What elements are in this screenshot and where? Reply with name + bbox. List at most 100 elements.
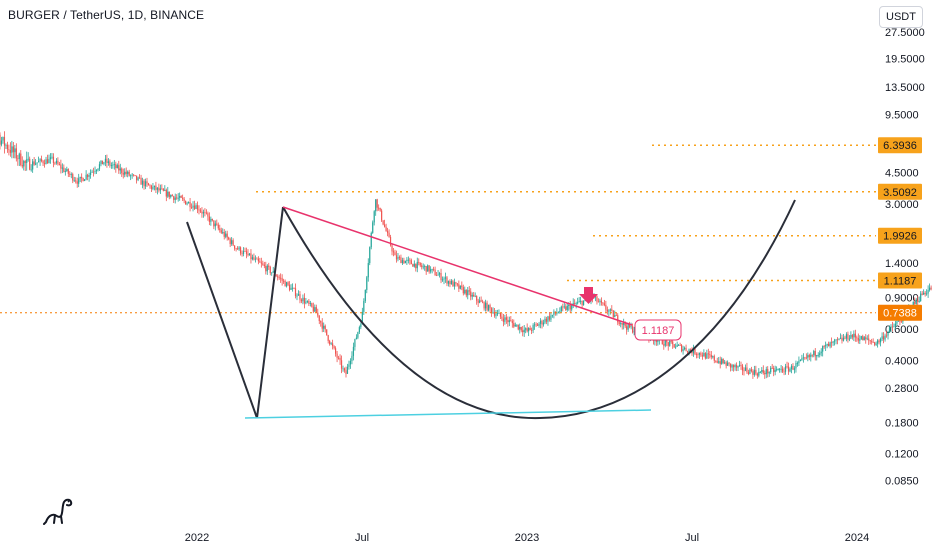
candle-body <box>40 158 43 162</box>
candle-body <box>51 156 53 158</box>
candle-body <box>20 153 22 165</box>
candle-body <box>689 349 692 351</box>
candle-body <box>446 277 448 284</box>
candle-body <box>927 289 929 294</box>
candle-body <box>633 331 635 333</box>
candle-body <box>260 262 262 264</box>
candle-body <box>122 173 124 175</box>
candle-body <box>504 317 506 322</box>
y-tick-label: 0.4000 <box>885 355 919 367</box>
candle-body <box>920 293 922 302</box>
candle-body <box>177 197 179 199</box>
candle-body <box>394 252 396 256</box>
candle-body <box>42 161 44 164</box>
candle-body <box>746 367 748 373</box>
candle-body <box>568 305 570 306</box>
candle-body <box>476 295 478 301</box>
candle-body <box>452 280 454 287</box>
candle-body <box>716 361 718 363</box>
candle-body <box>784 366 787 372</box>
candle-body <box>688 349 690 353</box>
candle-body <box>424 266 426 267</box>
candle-body <box>101 160 104 165</box>
candle-body <box>773 368 775 373</box>
candle-body <box>140 177 142 185</box>
candle-body <box>0 134 1 145</box>
candle-body <box>732 365 735 368</box>
x-tick-label: Jul <box>685 532 699 544</box>
candle-body <box>30 169 32 171</box>
candle-body <box>43 163 46 165</box>
candle-body <box>323 325 325 329</box>
candle-body <box>811 354 813 356</box>
candle-body <box>9 150 11 153</box>
x-tick-label: 2024 <box>845 532 869 544</box>
candle-body <box>872 342 874 343</box>
price-level-badge <box>878 227 922 244</box>
candle-body <box>875 343 877 345</box>
candle-body <box>781 368 784 372</box>
candle-body <box>507 319 509 323</box>
candle-body <box>290 287 292 290</box>
candle-body <box>461 285 463 288</box>
candle-body <box>759 371 761 373</box>
candle-body <box>565 306 567 310</box>
candle-body <box>750 369 752 372</box>
candle-body <box>75 180 77 182</box>
candle-body <box>116 165 118 169</box>
candle-body <box>49 157 52 159</box>
candle-body <box>82 178 84 182</box>
candle-body <box>159 188 161 191</box>
price-level-label: 3.5092 <box>883 187 917 199</box>
candle-body <box>731 365 733 368</box>
y-tick-label: 1.4000 <box>885 258 919 270</box>
candle-body <box>216 223 218 225</box>
currency-selector[interactable]: USDT <box>879 6 923 28</box>
candle-body <box>280 277 282 279</box>
candle-body <box>502 318 505 322</box>
candle-body <box>348 364 350 367</box>
candle-body <box>226 233 228 238</box>
candle-body <box>779 368 781 370</box>
candle-body <box>874 342 876 345</box>
candle-body <box>536 324 539 326</box>
candle-body <box>131 174 133 176</box>
drawing-layer <box>0 144 876 420</box>
candle-body <box>3 137 6 146</box>
candle-body <box>382 220 384 225</box>
candle-body <box>544 318 546 323</box>
candle-body <box>312 306 314 312</box>
candle-body <box>887 331 889 336</box>
candle-body <box>8 149 10 151</box>
y-tick-label: 0.2800 <box>885 383 919 395</box>
candle-body <box>467 290 469 296</box>
candle-body <box>124 171 126 175</box>
candle-body <box>459 285 461 289</box>
candle-body <box>743 370 745 372</box>
candle-body <box>606 309 608 312</box>
candle-body <box>531 330 533 331</box>
candle-body <box>164 189 166 191</box>
candle-body <box>562 306 564 308</box>
candle-body <box>92 171 95 173</box>
candle-body <box>860 336 862 340</box>
candle-body <box>694 348 696 355</box>
candle-body <box>548 316 551 320</box>
candle-body <box>464 289 466 294</box>
candle-body <box>691 350 693 354</box>
candle-body <box>921 293 923 295</box>
candle-body <box>143 180 145 187</box>
candle-body <box>621 323 623 325</box>
candle-body <box>220 230 222 233</box>
trendline-label: 1.1187 <box>642 325 675 337</box>
candle-body <box>807 355 809 358</box>
candle-body <box>305 301 307 304</box>
candle-body <box>519 326 521 330</box>
candle-body <box>458 284 460 289</box>
candle-body <box>345 370 347 374</box>
price-level-badge <box>878 272 922 289</box>
candle-body <box>339 357 341 361</box>
candle-body <box>269 266 271 274</box>
candle-body <box>655 340 657 342</box>
candle-body <box>291 287 294 289</box>
